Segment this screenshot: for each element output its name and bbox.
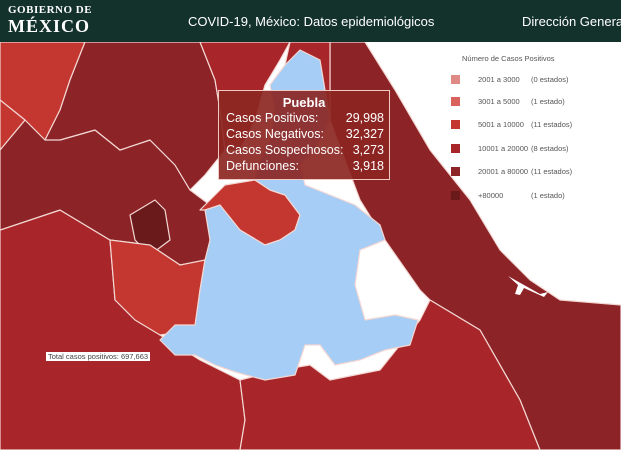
legend-count: (0 estados): [531, 75, 569, 84]
gobierno-mexico-logo[interactable]: GOBIERNO DE MÉXICO: [8, 4, 92, 36]
total-cases-label: Total casos positivos: 697,663: [46, 352, 151, 361]
legend-range: 5001 a 10000: [478, 120, 524, 129]
legend-swatch: [451, 144, 460, 153]
legend-item[interactable]: +80000 (1 estado): [448, 190, 618, 202]
state-puebla[interactable]: [159, 49, 419, 381]
legend-swatch: [451, 167, 460, 176]
legend-item[interactable]: 10001 a 20000 (8 estados): [448, 143, 618, 155]
tooltip-value: 3,273: [352, 143, 384, 157]
tooltip-label: Casos Negativos:: [226, 127, 324, 141]
tooltip-value: 3,918: [352, 159, 384, 173]
state-region-oaxaca[interactable]: [239, 299, 541, 450]
legend-range: 3001 a 5000: [478, 97, 520, 106]
tooltip-row: Casos Negativos: 32,327: [226, 127, 384, 145]
legend-count: (11 estados): [531, 167, 573, 176]
legend-count: (1 estado): [531, 97, 565, 106]
legend-range: +80000: [478, 191, 504, 200]
legend-count: (1 estado): [531, 191, 565, 200]
tooltip-row: Casos Positivos: 29,998: [226, 111, 384, 129]
legend-swatch: [451, 75, 460, 84]
state-tooltip: Puebla Casos Positivos: 29,998 Casos Neg…: [218, 90, 390, 180]
legend-range: 20001 a 80000: [478, 167, 529, 176]
logo-line-2: MÉXICO: [8, 16, 90, 36]
tooltip-value: 29,998: [345, 111, 384, 125]
legend-count: (11 estados): [531, 120, 573, 129]
legend-range: 2001 a 3000: [478, 75, 520, 84]
airplane-icon: [508, 276, 548, 297]
legend-swatch: [451, 120, 460, 129]
legend-item[interactable]: 20001 a 80000 (11 estados): [448, 166, 618, 178]
legend-item[interactable]: 3001 a 5000 (1 estado): [448, 96, 618, 108]
header-link-direccion[interactable]: Dirección General d: [522, 14, 621, 29]
page-title: COVID-19, México: Datos epidemiológicos: [188, 14, 435, 29]
site-header: GOBIERNO DE MÉXICO COVID-19, México: Dat…: [0, 0, 621, 42]
legend-item[interactable]: 2001 a 3000 (0 estados): [448, 74, 618, 86]
state-region-left-strip[interactable]: [0, 99, 26, 151]
tooltip-row: Casos Sospechosos: 3,273: [226, 143, 384, 161]
legend-item[interactable]: 5001 a 10000 (11 estados): [448, 119, 618, 131]
legend-swatch: [451, 97, 460, 106]
tooltip-label: Casos Sospechosos:: [226, 143, 344, 157]
logo-line-1: GOBIERNO DE: [8, 4, 93, 16]
legend-swatch: [451, 191, 460, 200]
state-region-cdmx[interactable]: [129, 199, 171, 256]
tooltip-label: Casos Positivos:: [226, 111, 319, 125]
legend-count: (8 estados): [531, 144, 569, 153]
tooltip-label: Defunciones:: [226, 159, 299, 173]
tooltip-value: 32,327: [345, 127, 384, 141]
tooltip-state-name: Puebla: [282, 95, 326, 110]
tooltip-row: Defunciones: 3,918: [226, 159, 384, 177]
legend-title: Número de Casos Positivos: [462, 54, 555, 63]
legend-range: 10001 a 20000: [478, 144, 529, 153]
